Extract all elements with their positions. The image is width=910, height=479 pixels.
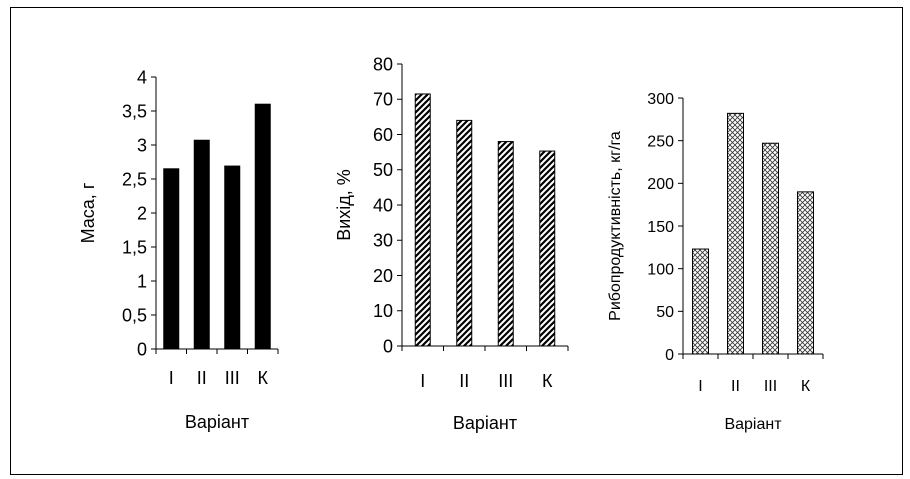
y-tick-label: 0,5	[122, 305, 147, 325]
y-tick-label: 0	[137, 339, 147, 359]
x-category-label: К	[801, 378, 811, 395]
bar-3	[762, 142, 779, 355]
y-tick-label: 300	[647, 91, 674, 108]
y-tick-label: 1	[137, 271, 147, 291]
y-tick-label: 40	[373, 195, 393, 215]
y-tick-label: 2	[137, 203, 147, 223]
y-axis-title: Вихід, %	[334, 169, 354, 241]
y-tick-label: 250	[647, 133, 674, 150]
x-category-label: І	[698, 378, 702, 395]
y-tick-label: 0	[383, 336, 393, 356]
y-tick-label: 1,5	[122, 237, 147, 257]
bar-3	[224, 165, 241, 350]
y-tick-label: 10	[373, 301, 393, 321]
bar-2	[727, 112, 744, 355]
bar-3	[497, 141, 514, 347]
bar-1	[163, 168, 180, 350]
y-tick-label: 2,5	[122, 169, 147, 189]
bar-4	[797, 191, 814, 355]
y-tick-label: 60	[373, 125, 393, 145]
bar-1	[414, 93, 431, 347]
x-axis-title: Варіант	[724, 416, 782, 433]
x-category-label: ІІ	[459, 371, 469, 391]
bar-2	[193, 139, 210, 350]
y-tick-label: 50	[373, 160, 393, 180]
y-tick-label: 50	[656, 304, 674, 321]
x-category-label: І	[420, 371, 425, 391]
y-tick-label: 100	[647, 261, 674, 278]
x-axis-title: Варіант	[453, 413, 517, 433]
x-category-label: ІІІ	[498, 371, 513, 391]
y-tick-label: 3,5	[122, 101, 147, 121]
y-tick-label: 80	[373, 54, 393, 74]
x-category-label: К	[258, 368, 269, 388]
x-category-label: ІІ	[197, 368, 207, 388]
x-category-label: К	[542, 371, 553, 391]
y-tick-label: 4	[137, 67, 147, 87]
y-tick-label: 200	[647, 176, 674, 193]
x-axis-title: Варіант	[185, 412, 249, 432]
x-category-label: І	[169, 368, 174, 388]
y-tick-label: 20	[373, 266, 393, 286]
y-tick-label: 3	[137, 135, 147, 155]
y-axis-title: Рибопродуктивність, кг/га	[607, 131, 624, 321]
y-tick-label: 70	[373, 90, 393, 110]
bar-2	[456, 119, 473, 347]
bar-1	[692, 248, 709, 355]
bar-4	[254, 103, 271, 350]
y-tick-label: 150	[647, 219, 674, 236]
x-category-label: ІІ	[731, 378, 740, 395]
y-axis-title: Маса, г	[78, 182, 98, 243]
y-tick-label: 0	[665, 347, 674, 364]
y-tick-label: 30	[373, 231, 393, 251]
x-category-label: ІІІ	[225, 368, 240, 388]
x-category-label: ІІІ	[764, 378, 777, 395]
bar-4	[539, 150, 556, 347]
